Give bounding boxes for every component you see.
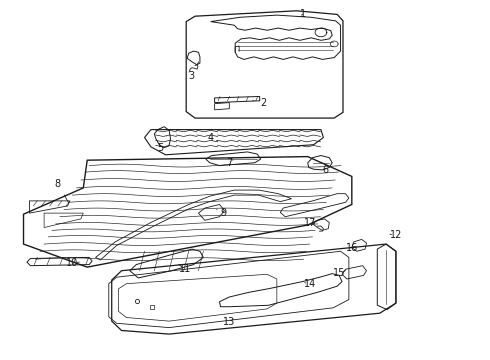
Text: 3: 3 <box>188 62 198 81</box>
Text: 7: 7 <box>226 158 233 168</box>
Text: 12: 12 <box>390 230 402 240</box>
Text: 1: 1 <box>300 9 306 19</box>
Text: 10: 10 <box>67 258 79 268</box>
Text: 5: 5 <box>158 136 167 153</box>
Text: 13: 13 <box>223 317 236 327</box>
Text: 15: 15 <box>333 268 345 278</box>
Text: 2: 2 <box>253 98 267 108</box>
Text: 17: 17 <box>303 218 316 228</box>
Text: 6: 6 <box>320 165 329 175</box>
Text: 16: 16 <box>346 243 358 253</box>
Text: 9: 9 <box>217 208 226 218</box>
Text: 14: 14 <box>304 279 316 289</box>
Text: 11: 11 <box>179 264 191 274</box>
Text: 4: 4 <box>208 132 218 143</box>
Text: 8: 8 <box>55 179 68 202</box>
